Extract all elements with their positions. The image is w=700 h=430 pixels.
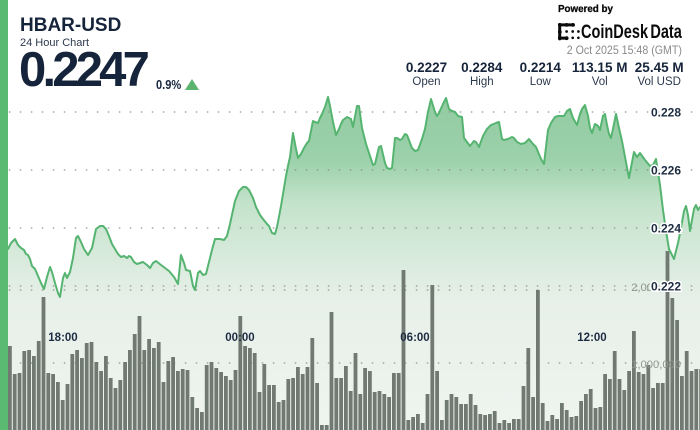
svg-text:06:00: 06:00: [400, 332, 429, 344]
svg-text:1,000,000: 1,000,000: [631, 359, 681, 371]
svg-text:0.224: 0.224: [651, 222, 681, 236]
svg-text:0.226: 0.226: [651, 164, 681, 178]
svg-text:12:00: 12:00: [577, 332, 606, 344]
svg-text:18:00: 18:00: [48, 332, 77, 344]
svg-text:2,000,000: 2,000,000: [631, 282, 681, 294]
svg-text:00:00: 00:00: [225, 332, 254, 344]
svg-text:0.228: 0.228: [651, 106, 681, 120]
svg-text:0.222: 0.222: [651, 280, 681, 294]
